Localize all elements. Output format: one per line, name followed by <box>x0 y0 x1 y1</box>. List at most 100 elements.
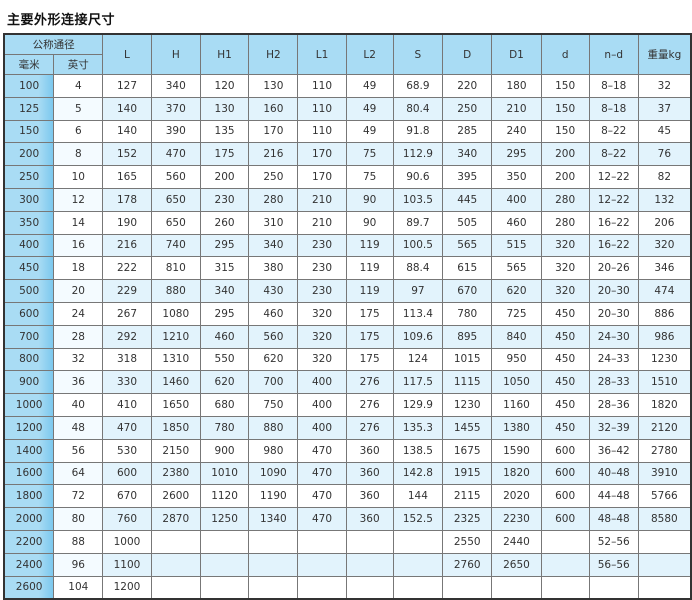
table-cell: 45 <box>637 119 692 144</box>
table-cell: 400 <box>297 393 347 417</box>
header-col-9: d <box>540 33 590 75</box>
table-cell: 170 <box>297 142 347 167</box>
table-cell: 210 <box>297 187 347 212</box>
table-cell: 360 <box>345 438 394 463</box>
table-cell: 150 <box>540 96 590 121</box>
table-cell: 97 <box>392 279 444 303</box>
table-cell: 75 <box>345 142 394 167</box>
table-cell: 560 <box>150 165 201 189</box>
table-cell: 350 <box>3 210 55 235</box>
table-cell: 20–30 <box>588 301 639 326</box>
table-cell: 200 <box>3 142 55 167</box>
table-cell: 80.4 <box>392 96 444 121</box>
table-cell: 222 <box>102 256 152 281</box>
table-cell: 130 <box>199 96 250 121</box>
table-cell: 620 <box>491 279 542 303</box>
table-cell: 295 <box>199 301 250 326</box>
table-cell: 36–42 <box>588 438 639 463</box>
table-cell: 5766 <box>637 484 692 509</box>
table-cell: 2000 <box>3 507 55 531</box>
table-cell: 1510 <box>637 370 692 395</box>
table-cell: 2400 <box>3 552 55 577</box>
table-cell: 500 <box>3 279 55 303</box>
table-cell: 1230 <box>637 347 692 372</box>
table-cell: 2150 <box>150 438 201 463</box>
table-cell: 112.9 <box>392 142 444 167</box>
table-cell: 1200 <box>3 415 55 440</box>
table-cell: 2760 <box>442 552 493 577</box>
table-cell: 320 <box>297 324 347 349</box>
table-cell: 565 <box>442 233 493 258</box>
table-cell: 120 <box>199 74 250 98</box>
table-cell: 12 <box>53 187 104 212</box>
table-cell <box>345 575 394 600</box>
table-cell: 88.4 <box>392 256 444 281</box>
table-cell: 170 <box>297 165 347 189</box>
table-cell: 28–36 <box>588 393 639 417</box>
table-cell <box>248 575 299 600</box>
table-cell: 267 <box>102 301 152 326</box>
table-cell: 350 <box>491 165 542 189</box>
table-cell: 276 <box>345 370 394 395</box>
table-cell <box>637 552 692 577</box>
table-row: 2000 80 760 2870 1250 1340 470 360 152.5 2325 2230… <box>3 507 692 531</box>
table-cell: 82 <box>637 165 692 189</box>
table-cell <box>150 552 201 577</box>
table-cell: 250 <box>248 165 299 189</box>
table-cell: 600 <box>540 461 590 486</box>
header-col-5: L2 <box>345 33 394 75</box>
table-row: 100 4 127 340 120 130 110 49 68.9 220 180 150 8–18 32 <box>3 74 692 98</box>
table-cell <box>297 529 347 554</box>
table-cell: 80 <box>53 507 104 531</box>
table-cell: 346 <box>637 256 692 281</box>
table-row: 1600 64 600 2380 1010 1090 470 360 142.8 1915 1820… <box>3 461 692 486</box>
table-cell: 900 <box>3 370 55 395</box>
table-cell: 1340 <box>248 507 299 531</box>
table-cell: 20–30 <box>588 279 639 303</box>
table-cell: 103.5 <box>392 187 444 212</box>
table-cell: 380 <box>248 256 299 281</box>
table-cell: 1915 <box>442 461 493 486</box>
table-cell: 170 <box>248 119 299 144</box>
table-cell: 142.8 <box>392 461 444 486</box>
table-cell: 180 <box>491 74 542 98</box>
table-cell: 8–18 <box>588 74 639 98</box>
table-cell: 125 <box>3 96 55 121</box>
table-cell: 280 <box>248 187 299 212</box>
table-cell: 200 <box>540 142 590 167</box>
table-cell: 135.3 <box>392 415 444 440</box>
table-cell: 49 <box>345 96 394 121</box>
table-cell: 880 <box>248 415 299 440</box>
table-cell: 810 <box>150 256 201 281</box>
table-cell <box>248 552 299 577</box>
table-cell: 132 <box>637 187 692 212</box>
table-cell: 310 <box>248 210 299 235</box>
table-cell: 72 <box>53 484 104 509</box>
table-cell: 280 <box>540 187 590 212</box>
table-cell: 14 <box>53 210 104 235</box>
table-cell: 600 <box>3 301 55 326</box>
table-cell: 1675 <box>442 438 493 463</box>
table-cell: 190 <box>102 210 152 235</box>
table-cell <box>392 529 444 554</box>
table-cell: 360 <box>345 461 394 486</box>
table-row: 2400 96 1100 2760 2650 56–56 <box>3 552 692 577</box>
table-cell: 1310 <box>150 347 201 372</box>
header-col-3: H2 <box>248 33 299 75</box>
table-cell: 250 <box>442 96 493 121</box>
table-cell: 280 <box>540 210 590 235</box>
table-cell: 295 <box>199 233 250 258</box>
table-cell: 152.5 <box>392 507 444 531</box>
table-cell: 2780 <box>637 438 692 463</box>
table-cell: 150 <box>3 119 55 144</box>
table-cell: 150 <box>540 74 590 98</box>
table-cell: 32 <box>637 74 692 98</box>
table-cell: 119 <box>345 233 394 258</box>
table-cell: 49 <box>345 119 394 144</box>
table-cell: 320 <box>297 301 347 326</box>
header-inch: 英寸 <box>53 54 104 75</box>
table-cell: 700 <box>248 370 299 395</box>
table-cell: 40–48 <box>588 461 639 486</box>
table-cell: 560 <box>248 324 299 349</box>
table-cell: 1210 <box>150 324 201 349</box>
